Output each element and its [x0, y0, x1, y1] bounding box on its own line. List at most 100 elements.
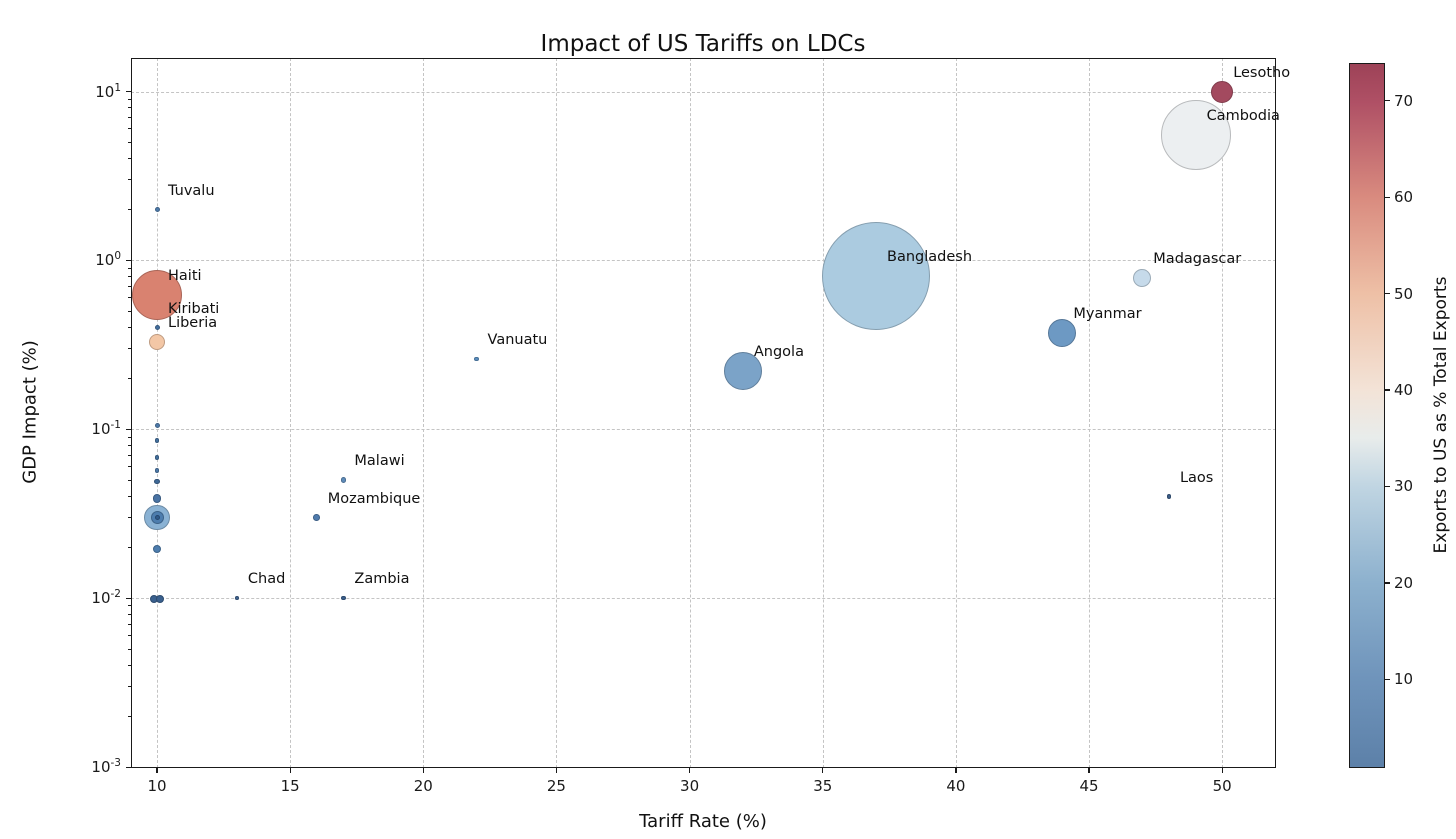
point-label: Madagascar — [1153, 250, 1242, 267]
y-tick-label: 10-2 — [91, 588, 121, 608]
x-tick — [555, 768, 558, 773]
point-label: Mozambique — [327, 490, 421, 507]
bubble — [152, 494, 162, 503]
gridline-vertical — [822, 57, 824, 768]
y-minor-tick — [128, 297, 131, 299]
y-minor-tick — [128, 517, 131, 519]
y-tick — [126, 766, 131, 768]
bubble-haiti — [132, 270, 182, 321]
bubble-vanuatu — [474, 357, 479, 362]
x-tick — [955, 768, 957, 773]
y-minor-tick — [128, 664, 131, 666]
point-label: Chad — [247, 571, 286, 588]
colorbar-tick — [1385, 196, 1390, 198]
y-minor-tick — [128, 466, 131, 468]
x-tick-label: 25 — [546, 777, 566, 795]
colorbar-label: Exports to US as % Total Exports — [1431, 276, 1451, 554]
point-label: Zambia — [354, 571, 410, 588]
bubble — [154, 468, 160, 473]
gridline-vertical — [955, 57, 957, 768]
x-tick-label: 45 — [1079, 777, 1099, 795]
colorbar-tick-label: 50 — [1394, 284, 1414, 303]
y-minor-tick — [128, 454, 131, 456]
y-minor-tick — [128, 141, 131, 143]
point-label: Haiti — [168, 268, 202, 285]
x-tick — [156, 768, 158, 773]
gridline-vertical — [423, 57, 425, 768]
y-minor-tick — [128, 623, 131, 625]
y-tick-label: 101 — [95, 81, 121, 101]
point-label: Bangladesh — [887, 248, 973, 265]
point-label: Malawi — [354, 453, 405, 470]
bubble-lesotho — [1211, 80, 1234, 103]
y-minor-tick — [128, 377, 131, 379]
bubble-madagascar — [1133, 268, 1152, 287]
y-minor-tick — [128, 496, 131, 497]
y-minor-tick — [128, 128, 131, 130]
y-minor-tick — [128, 546, 131, 548]
point-label: Kiribati — [168, 300, 220, 317]
y-minor-tick — [128, 635, 131, 637]
bubble — [154, 455, 160, 460]
y-minor-tick — [128, 209, 131, 211]
y-minor-tick — [128, 436, 131, 438]
bubble-myanmar — [1048, 319, 1077, 348]
y-minor-tick — [128, 479, 131, 481]
x-tick-label: 10 — [147, 777, 167, 795]
colorbar-tick — [1385, 678, 1390, 680]
colorbar-tick-label: 30 — [1394, 477, 1414, 496]
bubble-tuvalu — [154, 207, 160, 213]
x-tick — [689, 768, 691, 773]
y-tick — [126, 597, 131, 599]
y-minor-tick — [128, 267, 131, 269]
bubble-liberia — [149, 333, 165, 350]
bubble-angola — [723, 352, 762, 391]
y-axis-label: GDP Impact (%) — [19, 340, 41, 484]
y-tick — [126, 428, 131, 430]
y-minor-tick — [128, 327, 131, 329]
point-label: Liberia — [168, 314, 218, 331]
x-tick-label: 30 — [680, 777, 700, 795]
colorbar-tick — [1385, 582, 1390, 584]
y-minor-tick — [128, 715, 131, 717]
point-label: Laos — [1179, 469, 1214, 486]
gridline-horizontal — [131, 598, 1276, 600]
bubble — [154, 515, 160, 521]
gridline-vertical — [1089, 57, 1091, 768]
colorbar-gradient — [1349, 63, 1385, 768]
y-tick-label: 100 — [95, 250, 121, 270]
gridline-horizontal — [131, 429, 1276, 431]
gridline-vertical — [157, 57, 158, 768]
y-minor-tick — [128, 179, 131, 181]
y-tick — [126, 90, 131, 93]
x-tick — [289, 768, 291, 773]
x-tick — [422, 768, 424, 773]
colorbar-tick — [1385, 292, 1390, 295]
gridline-vertical — [689, 57, 691, 768]
colorbar-tick-label: 40 — [1394, 381, 1414, 399]
y-minor-tick — [128, 310, 131, 312]
colorbar-tick — [1385, 485, 1390, 488]
colorbar-tick — [1385, 389, 1390, 391]
x-tick-label: 50 — [1212, 777, 1232, 795]
x-axis-label: Tariff Rate (%) — [639, 811, 767, 832]
y-minor-tick — [128, 286, 131, 288]
x-tick — [1221, 768, 1223, 773]
bubble — [154, 422, 160, 428]
bubble — [154, 438, 160, 443]
colorbar-tick-label: 20 — [1394, 573, 1414, 592]
point-label: Angola — [753, 344, 804, 361]
bubble — [144, 504, 170, 531]
y-minor-tick — [128, 348, 131, 350]
y-minor-tick — [128, 614, 131, 616]
x-tick-label: 40 — [946, 777, 966, 795]
bubble — [154, 478, 160, 485]
bubble-bangladesh — [822, 221, 930, 330]
y-tick-label: 10-3 — [91, 757, 121, 777]
bubble-zambia — [341, 596, 346, 601]
gridline-horizontal — [131, 91, 1276, 93]
point-label: Tuvalu — [168, 182, 215, 199]
y-minor-tick — [128, 605, 131, 607]
colorbar-tick-label: 70 — [1394, 91, 1414, 110]
